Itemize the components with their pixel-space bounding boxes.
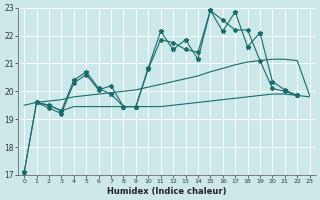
- X-axis label: Humidex (Indice chaleur): Humidex (Indice chaleur): [107, 187, 227, 196]
